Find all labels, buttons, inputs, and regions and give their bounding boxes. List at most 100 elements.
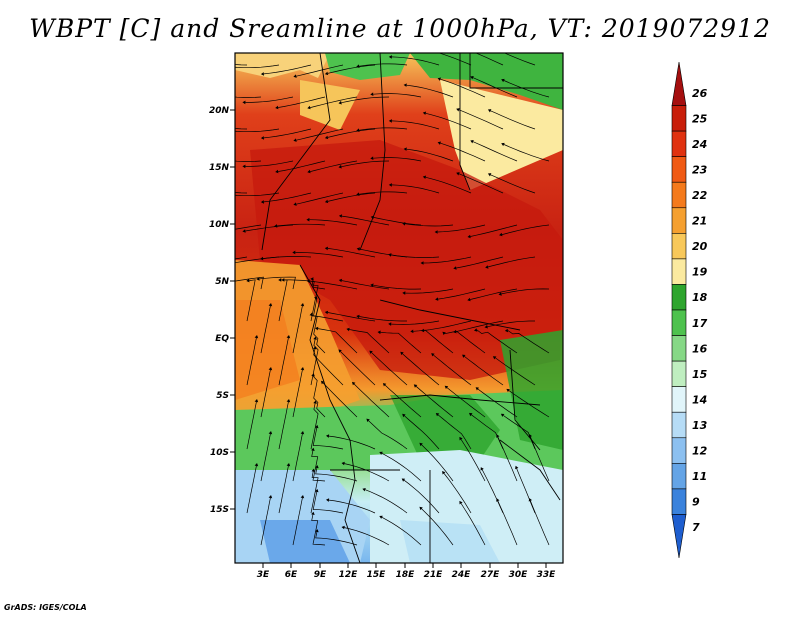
streamline xyxy=(235,256,248,260)
streamline xyxy=(404,415,440,450)
streamline xyxy=(497,436,518,482)
colorbar-label: 23 xyxy=(692,163,708,176)
streamline xyxy=(341,215,390,226)
streamline-arrow xyxy=(324,246,328,251)
colorbar-label: 26 xyxy=(692,87,708,100)
streamline-arrow xyxy=(313,336,317,340)
streamline xyxy=(402,353,440,386)
streamline-arrow xyxy=(484,325,488,329)
colorbar-label: 25 xyxy=(692,112,708,125)
streamline xyxy=(278,96,326,108)
streamline-arrow xyxy=(338,164,342,169)
streamline xyxy=(530,500,550,546)
streamline-arrow xyxy=(293,138,297,142)
streamline-arrow xyxy=(292,250,296,255)
streamline xyxy=(458,173,504,194)
colorbar-swatch xyxy=(671,207,687,234)
colorbar-label: 7 xyxy=(692,521,700,534)
streamline xyxy=(246,465,257,514)
colorbar-label: 11 xyxy=(692,470,707,483)
streamline-arrow xyxy=(402,291,406,295)
streamline-arrow xyxy=(311,447,315,451)
streamline-arrow xyxy=(356,192,360,196)
plot-frame xyxy=(234,52,564,564)
streamline xyxy=(235,96,262,98)
streamline xyxy=(503,53,536,66)
streamline-arrow xyxy=(470,140,474,144)
streamline-arrow xyxy=(400,351,404,356)
colorbar-label: 21 xyxy=(692,215,707,228)
streamline xyxy=(443,473,472,514)
lat-label: 20N xyxy=(209,106,230,116)
streamline xyxy=(381,516,422,546)
streamline-arrow xyxy=(388,119,392,123)
streamline xyxy=(260,497,271,546)
streamline xyxy=(380,331,422,354)
streamline xyxy=(292,433,303,482)
streamline xyxy=(353,383,390,418)
streamline-arrow xyxy=(423,48,426,52)
streamline xyxy=(235,192,280,197)
colorbar-swatch xyxy=(671,360,687,387)
streamline xyxy=(277,223,326,227)
streamline-arrow xyxy=(260,136,264,140)
streamline-arrow xyxy=(496,498,500,502)
streamline-arrow xyxy=(310,277,314,281)
lon-label: 24E xyxy=(452,570,472,580)
streamline xyxy=(421,444,454,482)
streamline xyxy=(508,390,550,418)
streamline xyxy=(245,96,294,103)
streamline-arrow xyxy=(341,461,345,466)
streamline xyxy=(327,128,376,138)
colorbar-swatch xyxy=(671,386,687,413)
colorbar-label: 12 xyxy=(692,445,708,458)
streamline-arrow xyxy=(286,335,291,339)
streamline xyxy=(516,468,536,514)
streamline xyxy=(458,109,504,130)
colorbar-label: 16 xyxy=(692,342,708,355)
streamline-arrow xyxy=(242,100,246,105)
streamline xyxy=(235,64,248,66)
streamline-arrow xyxy=(496,434,500,438)
streamline-arrow xyxy=(501,78,505,83)
streamline-arrow xyxy=(228,65,231,69)
streamline xyxy=(460,439,486,482)
streamline-arrow xyxy=(300,431,305,435)
streamline-arrow xyxy=(459,500,463,505)
streamline-arrow xyxy=(501,142,505,147)
streamline-arrow xyxy=(435,413,440,417)
lon-label: 27E xyxy=(481,570,501,580)
streamline-arrow xyxy=(324,71,329,76)
lat-label: 5N xyxy=(215,277,229,287)
streamline xyxy=(490,174,536,194)
streamline-arrow xyxy=(313,346,317,350)
streamline xyxy=(487,320,535,328)
lat-label: EQ xyxy=(215,334,229,344)
colorbar-label: 20 xyxy=(692,240,708,253)
colorbar-swatch xyxy=(671,130,687,157)
streamline xyxy=(309,219,358,226)
streamline xyxy=(437,414,472,450)
streamline-arrow xyxy=(388,183,392,187)
streamline-arrow xyxy=(197,56,200,60)
streamline xyxy=(381,452,422,482)
streamline-arrow xyxy=(469,412,473,417)
streamline-arrow xyxy=(456,172,460,176)
colorbar-label: 9 xyxy=(692,496,700,509)
streamline xyxy=(315,531,358,546)
streamline xyxy=(456,320,504,332)
streamline xyxy=(446,387,486,418)
streamline-arrow xyxy=(315,465,319,469)
streamline-arrow xyxy=(413,384,418,388)
streamline-arrow xyxy=(313,400,317,404)
colorbar-swatch xyxy=(671,411,687,439)
colorbar-label: 13 xyxy=(692,419,708,432)
streamline xyxy=(340,351,376,386)
streamline-arrow xyxy=(379,515,383,519)
streamline-arrow xyxy=(210,156,213,160)
streamline-arrow xyxy=(254,463,259,467)
streamline xyxy=(438,288,486,300)
streamline-arrow xyxy=(459,436,463,441)
lat-label: 10S xyxy=(210,448,229,458)
